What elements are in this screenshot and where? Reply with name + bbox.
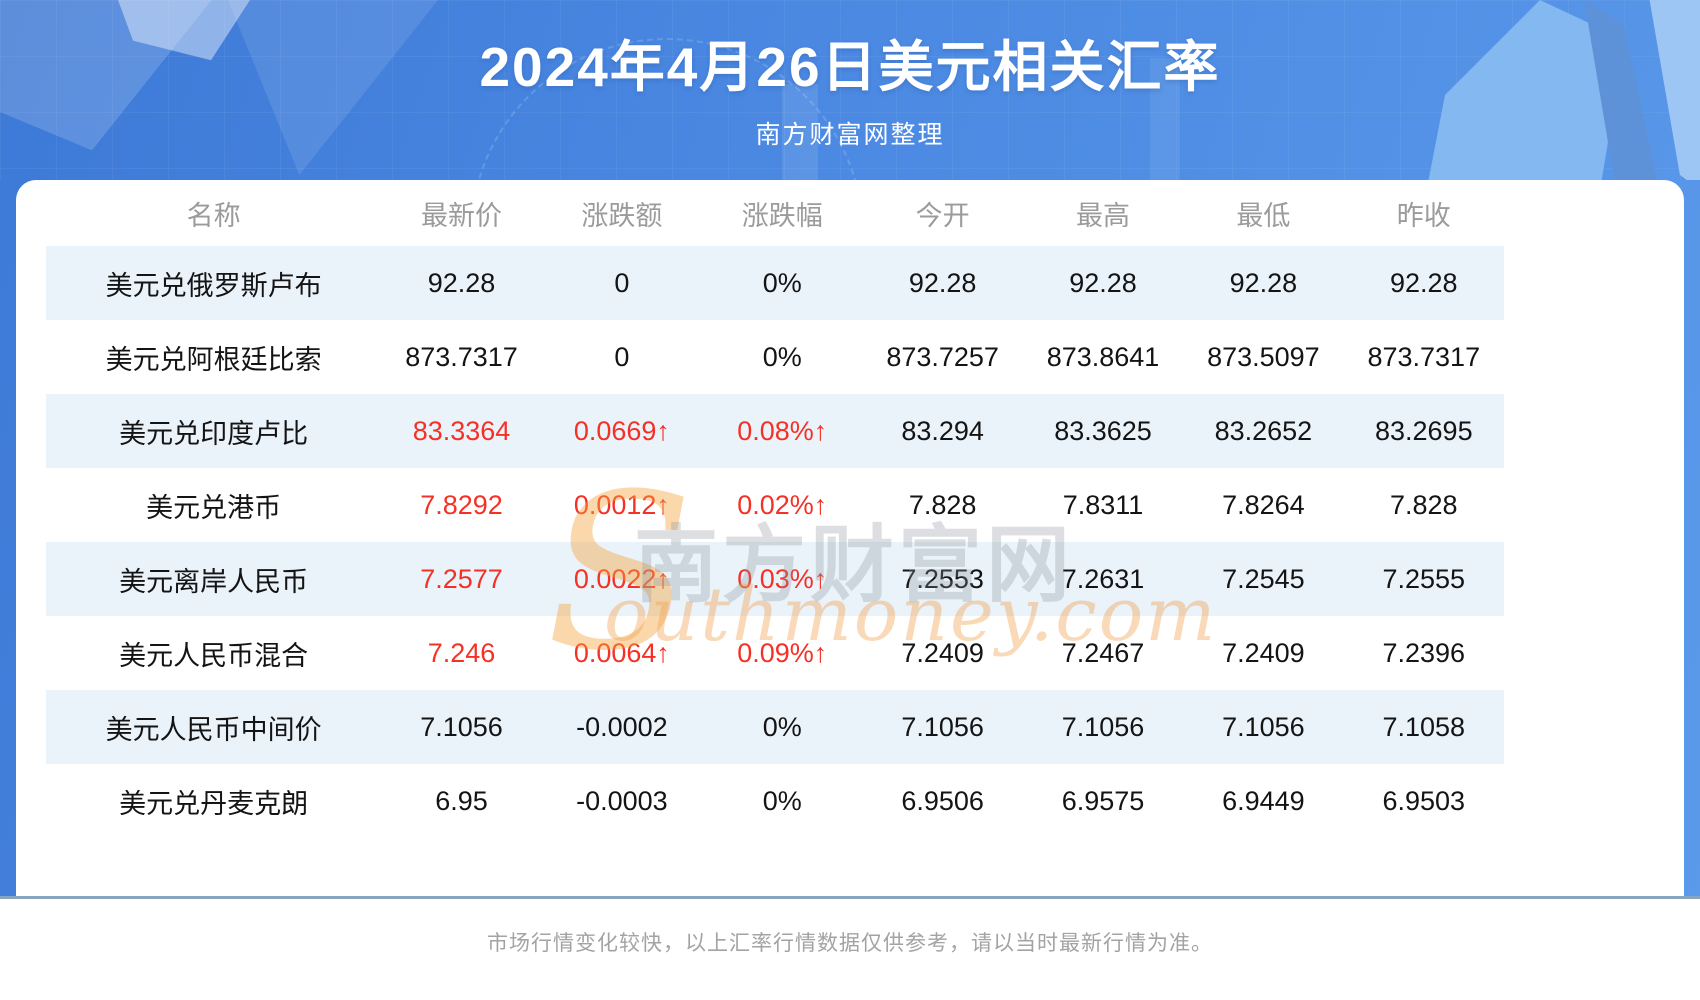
cell-low: 92.28 (1229, 267, 1298, 298)
cell-latest: 92.28 (427, 267, 496, 298)
table-header-row: 名称 最新价 涨跌额 涨跌幅 今开 最高 最低 昨收 (46, 180, 1504, 246)
cell-open: 7.1056 (901, 711, 984, 742)
cell-latest: 873.7317 (405, 341, 518, 372)
cell-high: 7.2467 (1061, 637, 1145, 668)
cell-prev_close: 92.28 (1390, 267, 1458, 298)
table-row: 美元兑印度卢比 83.3364 0.0669↑ 0.08%↑ 83.294 83.3625… (46, 394, 1504, 468)
cell-prev_close: 6.9503 (1382, 785, 1466, 816)
rates-table-card: 名称 最新价 涨跌额 涨跌幅 今开 最高 最低 昨收 美元兑俄罗斯卢布 92.28 0 0% 92.2… (16, 180, 1684, 896)
cell-change_pct: 0% (762, 267, 802, 298)
cell-high: 6.9575 (1061, 785, 1145, 816)
cell-change: -0.0003 (576, 785, 668, 816)
cell-latest: 7.246 (427, 637, 496, 668)
cell-open: 873.7257 (886, 341, 999, 372)
cell-prev_close: 7.2555 (1382, 563, 1466, 594)
cell-low: 83.2652 (1214, 415, 1313, 446)
cell-prev_close: 873.7317 (1367, 341, 1481, 372)
cell-latest: 7.8292 (420, 489, 503, 520)
cell-low: 7.1056 (1222, 711, 1305, 742)
column-header-5: 最高 (1076, 200, 1131, 231)
cell-change: 0 (614, 341, 630, 372)
cell-high: 92.28 (1069, 267, 1137, 298)
cell-low: 7.8264 (1222, 489, 1305, 520)
cell-low: 6.9449 (1222, 785, 1305, 816)
cell-latest: 83.3364 (412, 415, 511, 446)
cell-low: 7.2545 (1222, 563, 1305, 594)
grid-pattern-decoration (0, 0, 1700, 180)
cell-high: 83.3625 (1054, 415, 1152, 446)
cell-low: 873.5097 (1207, 341, 1320, 372)
table-row: 美元兑阿根廷比索 873.7317 0 0% 873.7257 873.8641 873.5… (46, 320, 1504, 394)
cell-open: 92.28 (908, 267, 977, 298)
cell-change: 0.0012↑ (573, 489, 670, 520)
cell-high: 7.8311 (1062, 489, 1144, 520)
cell-open: 7.2553 (901, 563, 984, 594)
column-header-0: 名称 (186, 200, 241, 231)
pair-name: 美元兑丹麦克朗 (119, 788, 309, 819)
bar-decoration (1150, 58, 1180, 180)
pair-name: 美元人民币中间价 (105, 714, 322, 745)
cell-open: 83.294 (901, 415, 984, 446)
cell-change: 0.0022↑ (573, 563, 670, 594)
cell-prev_close: 7.2396 (1382, 637, 1466, 668)
column-header-6: 最低 (1236, 200, 1291, 231)
cell-change_pct: 0.08%↑ (737, 415, 828, 446)
cell-high: 873.8641 (1046, 341, 1160, 372)
table-row: 美元离岸人民币 7.2577 0.0022↑ 0.03%↑ 7.2553 7.2631 7.… (46, 542, 1504, 616)
column-header-4: 今开 (915, 200, 970, 231)
cell-change_pct: 0.03%↑ (737, 563, 828, 594)
cell-low: 7.2409 (1222, 637, 1305, 668)
cell-prev_close: 7.828 (1390, 489, 1458, 520)
page-footer: 市场行情变化较快，以上汇率行情数据仅供参考，请以当时最新行情为准。 (0, 896, 1700, 1000)
cell-high: 7.2631 (1061, 563, 1145, 594)
cell-high: 7.1056 (1061, 711, 1145, 742)
pair-name: 美元离岸人民币 (119, 566, 309, 597)
cell-change: -0.0002 (576, 711, 668, 742)
column-header-7: 昨收 (1396, 200, 1451, 231)
cell-change: 0 (614, 267, 630, 298)
pair-name: 美元兑俄罗斯卢布 (105, 270, 322, 301)
page-title: 2024年4月26日美元相关汇率 (479, 36, 1221, 98)
table-row: 美元兑丹麦克朗 6.95 -0.0003 0% 6.9506 6.9575 6.9449 6.… (46, 764, 1504, 838)
cell-change_pct: 0.02%↑ (737, 489, 828, 520)
cell-change: 0.0064↑ (573, 637, 670, 668)
cell-prev_close: 83.2695 (1374, 415, 1473, 446)
table-row: 美元兑港币 7.8292 0.0012↑ 0.02%↑ 7.828 7.8311 7.826… (46, 468, 1504, 542)
cell-change_pct: 0.09%↑ (737, 637, 828, 668)
page-subtitle: 南方财富网整理 (755, 121, 945, 149)
column-header-1: 最新价 (421, 200, 503, 231)
table-row: 美元人民币中间价 7.1056 -0.0002 0% 7.1056 7.1056 7.105… (46, 690, 1504, 764)
column-header-2: 涨跌额 (581, 200, 663, 231)
column-header-3: 涨跌幅 (741, 200, 823, 231)
table-row: 美元兑俄罗斯卢布 92.28 0 0% 92.28 92.28 92.28 92.28 (46, 246, 1504, 320)
cell-latest: 7.1056 (420, 711, 503, 742)
rates-table: 名称 最新价 涨跌额 涨跌幅 今开 最高 最低 昨收 美元兑俄罗斯卢布 92.28 0 0% 92.2… (46, 180, 1504, 838)
cell-open: 7.2409 (901, 637, 984, 668)
cell-prev_close: 7.1058 (1382, 711, 1466, 742)
bar-decoration (782, 84, 818, 180)
pair-name: 美元人民币混合 (119, 640, 309, 671)
cell-open: 7.828 (908, 489, 977, 520)
cell-change_pct: 0% (762, 341, 802, 372)
pair-name: 美元兑印度卢比 (119, 418, 309, 449)
cell-open: 6.9506 (901, 785, 984, 816)
page-header: 2024年4月26日美元相关汇率 南方财富网整理 (0, 0, 1700, 180)
pair-name: 美元兑港币 (146, 492, 282, 523)
cell-latest: 6.95 (435, 785, 488, 816)
cell-latest: 7.2577 (420, 563, 503, 594)
cell-change: 0.0669↑ (573, 415, 670, 446)
table-row: 美元人民币混合 7.246 0.0064↑ 0.09%↑ 7.2409 7.2467 7.2… (46, 616, 1504, 690)
disclaimer-text: 市场行情变化较快，以上汇率行情数据仅供参考，请以当时最新行情为准。 (487, 932, 1213, 955)
pair-name: 美元兑阿根廷比索 (105, 344, 322, 375)
cell-change_pct: 0% (762, 785, 802, 816)
cell-change_pct: 0% (762, 711, 802, 742)
